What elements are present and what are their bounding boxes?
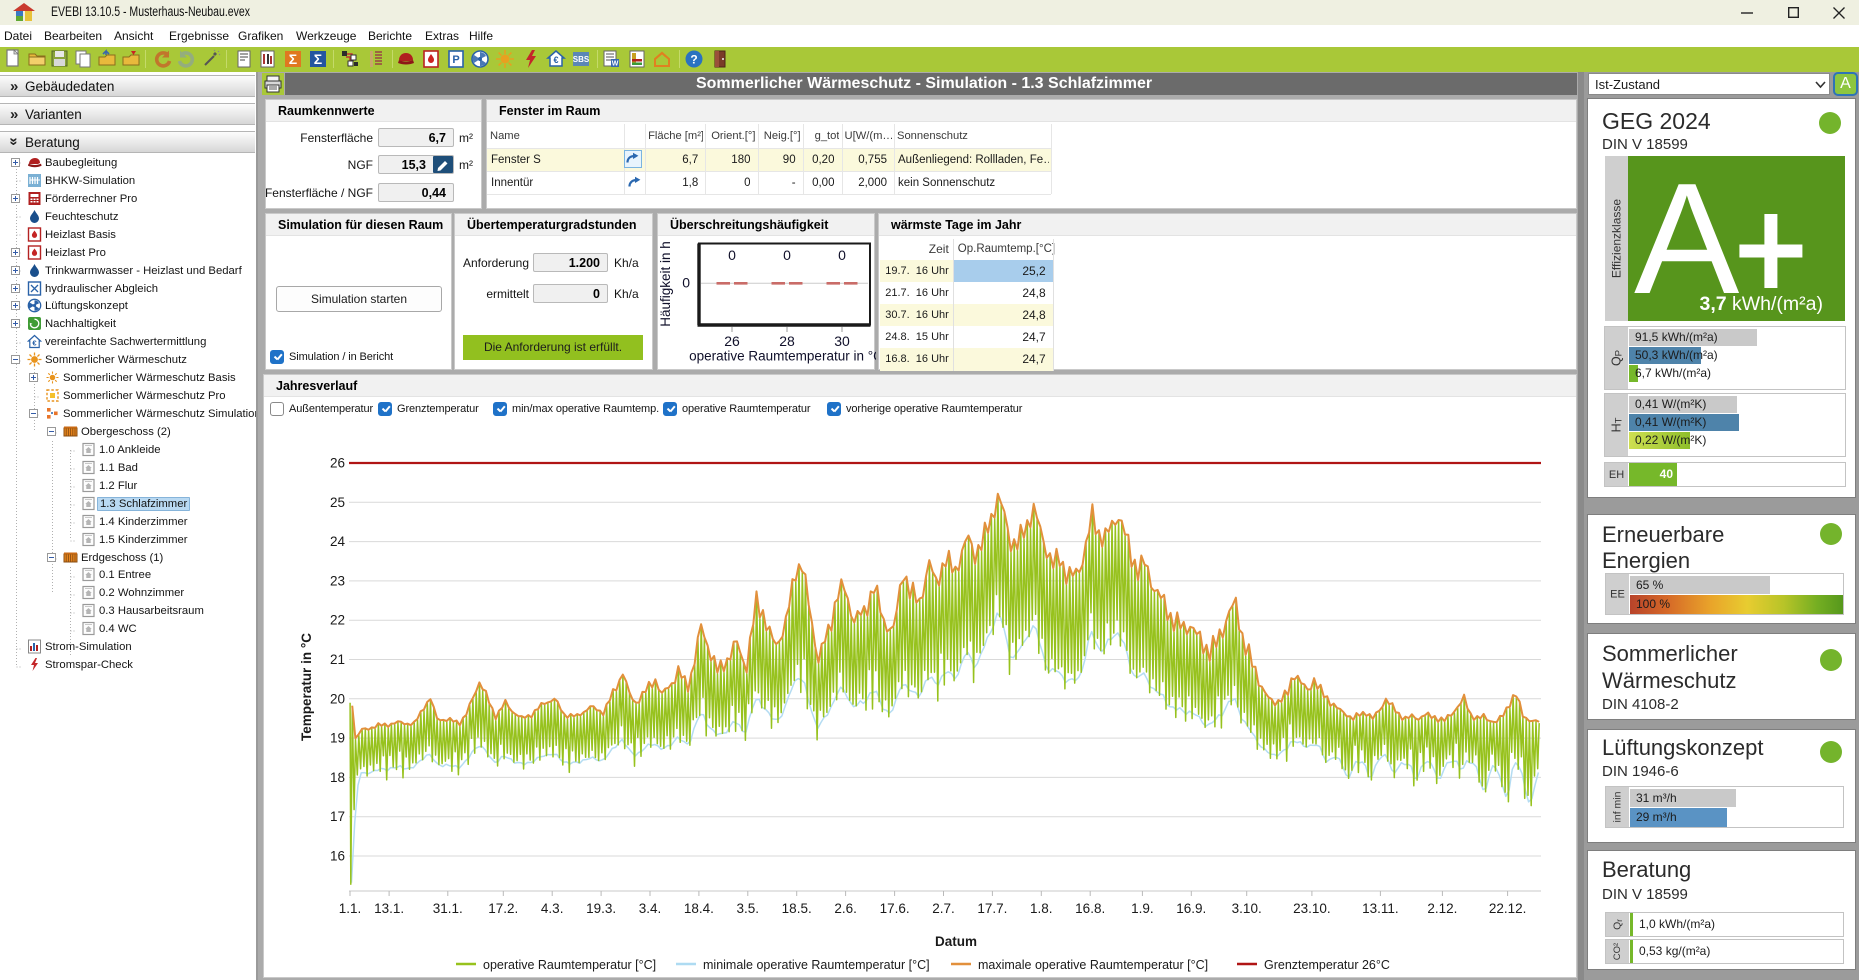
- svg-text:17: 17: [330, 809, 345, 824]
- svg-text:16.8.: 16.8.: [1075, 901, 1105, 916]
- svg-text:4.3.: 4.3.: [541, 901, 564, 916]
- svg-text:maximale operative Raumtempera: maximale operative Raumtemperatur [°C]: [978, 958, 1208, 972]
- svg-text:0: 0: [682, 275, 690, 291]
- svg-text:HT: HT: [1610, 417, 1625, 432]
- svg-text:16.9.: 16.9.: [1176, 901, 1206, 916]
- svg-text:20: 20: [330, 691, 345, 706]
- svg-text:3.5.: 3.5.: [737, 901, 760, 916]
- svg-text:13.11.: 13.11.: [1362, 901, 1399, 916]
- svg-text:24: 24: [330, 534, 346, 549]
- svg-text:26: 26: [330, 456, 345, 471]
- svg-text:A: A: [1634, 156, 1740, 321]
- svg-text:28: 28: [779, 333, 795, 349]
- svg-text:1.1.: 1.1.: [339, 901, 362, 916]
- svg-text:?: ?: [690, 53, 697, 67]
- svg-text:€: €: [553, 55, 558, 65]
- svg-text:QP: QP: [1610, 350, 1625, 366]
- svg-text:17.6.: 17.6.: [880, 901, 910, 916]
- svg-text:0: 0: [783, 247, 791, 263]
- svg-text:18.5.: 18.5.: [782, 901, 812, 916]
- svg-text:3.4.: 3.4.: [639, 901, 662, 916]
- svg-text:23.10.: 23.10.: [1293, 901, 1331, 916]
- svg-text:21: 21: [330, 652, 345, 667]
- svg-text:Qr: Qr: [1612, 919, 1624, 930]
- svg-text:16: 16: [330, 849, 345, 864]
- svg-text:EH: EH: [1609, 469, 1624, 481]
- svg-text:26: 26: [724, 333, 740, 349]
- svg-text:1.8.: 1.8.: [1030, 901, 1053, 916]
- svg-text:17.7.: 17.7.: [977, 901, 1007, 916]
- svg-text:19.3.: 19.3.: [586, 901, 616, 916]
- svg-text:22.12.: 22.12.: [1489, 901, 1527, 916]
- svg-text:operative Raumtemperatur in °C: operative Raumtemperatur in °C: [689, 349, 876, 364]
- svg-text:Σ: Σ: [289, 51, 297, 67]
- svg-text:3.10.: 3.10.: [1232, 901, 1262, 916]
- svg-text:25: 25: [330, 495, 345, 510]
- svg-text:CO²: CO²: [1612, 943, 1623, 960]
- svg-text:minimale operative Raumtempera: minimale operative Raumtemperatur [°C]: [703, 958, 930, 972]
- svg-text:18.4.: 18.4.: [684, 901, 714, 916]
- svg-text:SBS: SBS: [573, 55, 590, 64]
- svg-text:30: 30: [834, 333, 850, 349]
- svg-text:W: W: [612, 61, 619, 68]
- svg-text:Häufigkeit in h: Häufigkeit in h: [658, 241, 673, 327]
- svg-text:0: 0: [728, 247, 736, 263]
- svg-text:3,7 kWh/(m²a): 3,7 kWh/(m²a): [1699, 293, 1823, 315]
- svg-text:Effizienzklasse: Effizienzklasse: [1610, 199, 1624, 278]
- svg-text:inf min: inf min: [1612, 791, 1624, 822]
- svg-text:19: 19: [330, 731, 345, 746]
- svg-text:EE: EE: [1610, 589, 1625, 601]
- svg-text:P: P: [452, 54, 459, 66]
- svg-text:2.6.: 2.6.: [834, 901, 857, 916]
- svg-text:0: 0: [838, 247, 846, 263]
- svg-text:Σ: Σ: [314, 51, 322, 67]
- svg-text:2.12.: 2.12.: [1427, 901, 1457, 916]
- svg-text:Datum: Datum: [935, 934, 977, 949]
- svg-text:operative Raumtemperatur [°C]: operative Raumtemperatur [°C]: [483, 958, 656, 972]
- svg-text:13.1.: 13.1.: [374, 901, 404, 916]
- svg-text:1.9.: 1.9.: [1131, 901, 1154, 916]
- svg-text:2.7.: 2.7.: [932, 901, 955, 916]
- svg-text:€: €: [32, 339, 37, 348]
- svg-text:Grenztemperatur 26°C: Grenztemperatur 26°C: [1264, 958, 1390, 972]
- svg-text:17.2.: 17.2.: [488, 901, 518, 916]
- svg-text:18: 18: [330, 770, 345, 785]
- svg-text:31.1.: 31.1.: [433, 901, 463, 916]
- svg-text:22: 22: [330, 613, 345, 628]
- svg-text:23: 23: [330, 573, 345, 588]
- svg-text:Temperatur in °C: Temperatur in °C: [299, 633, 314, 741]
